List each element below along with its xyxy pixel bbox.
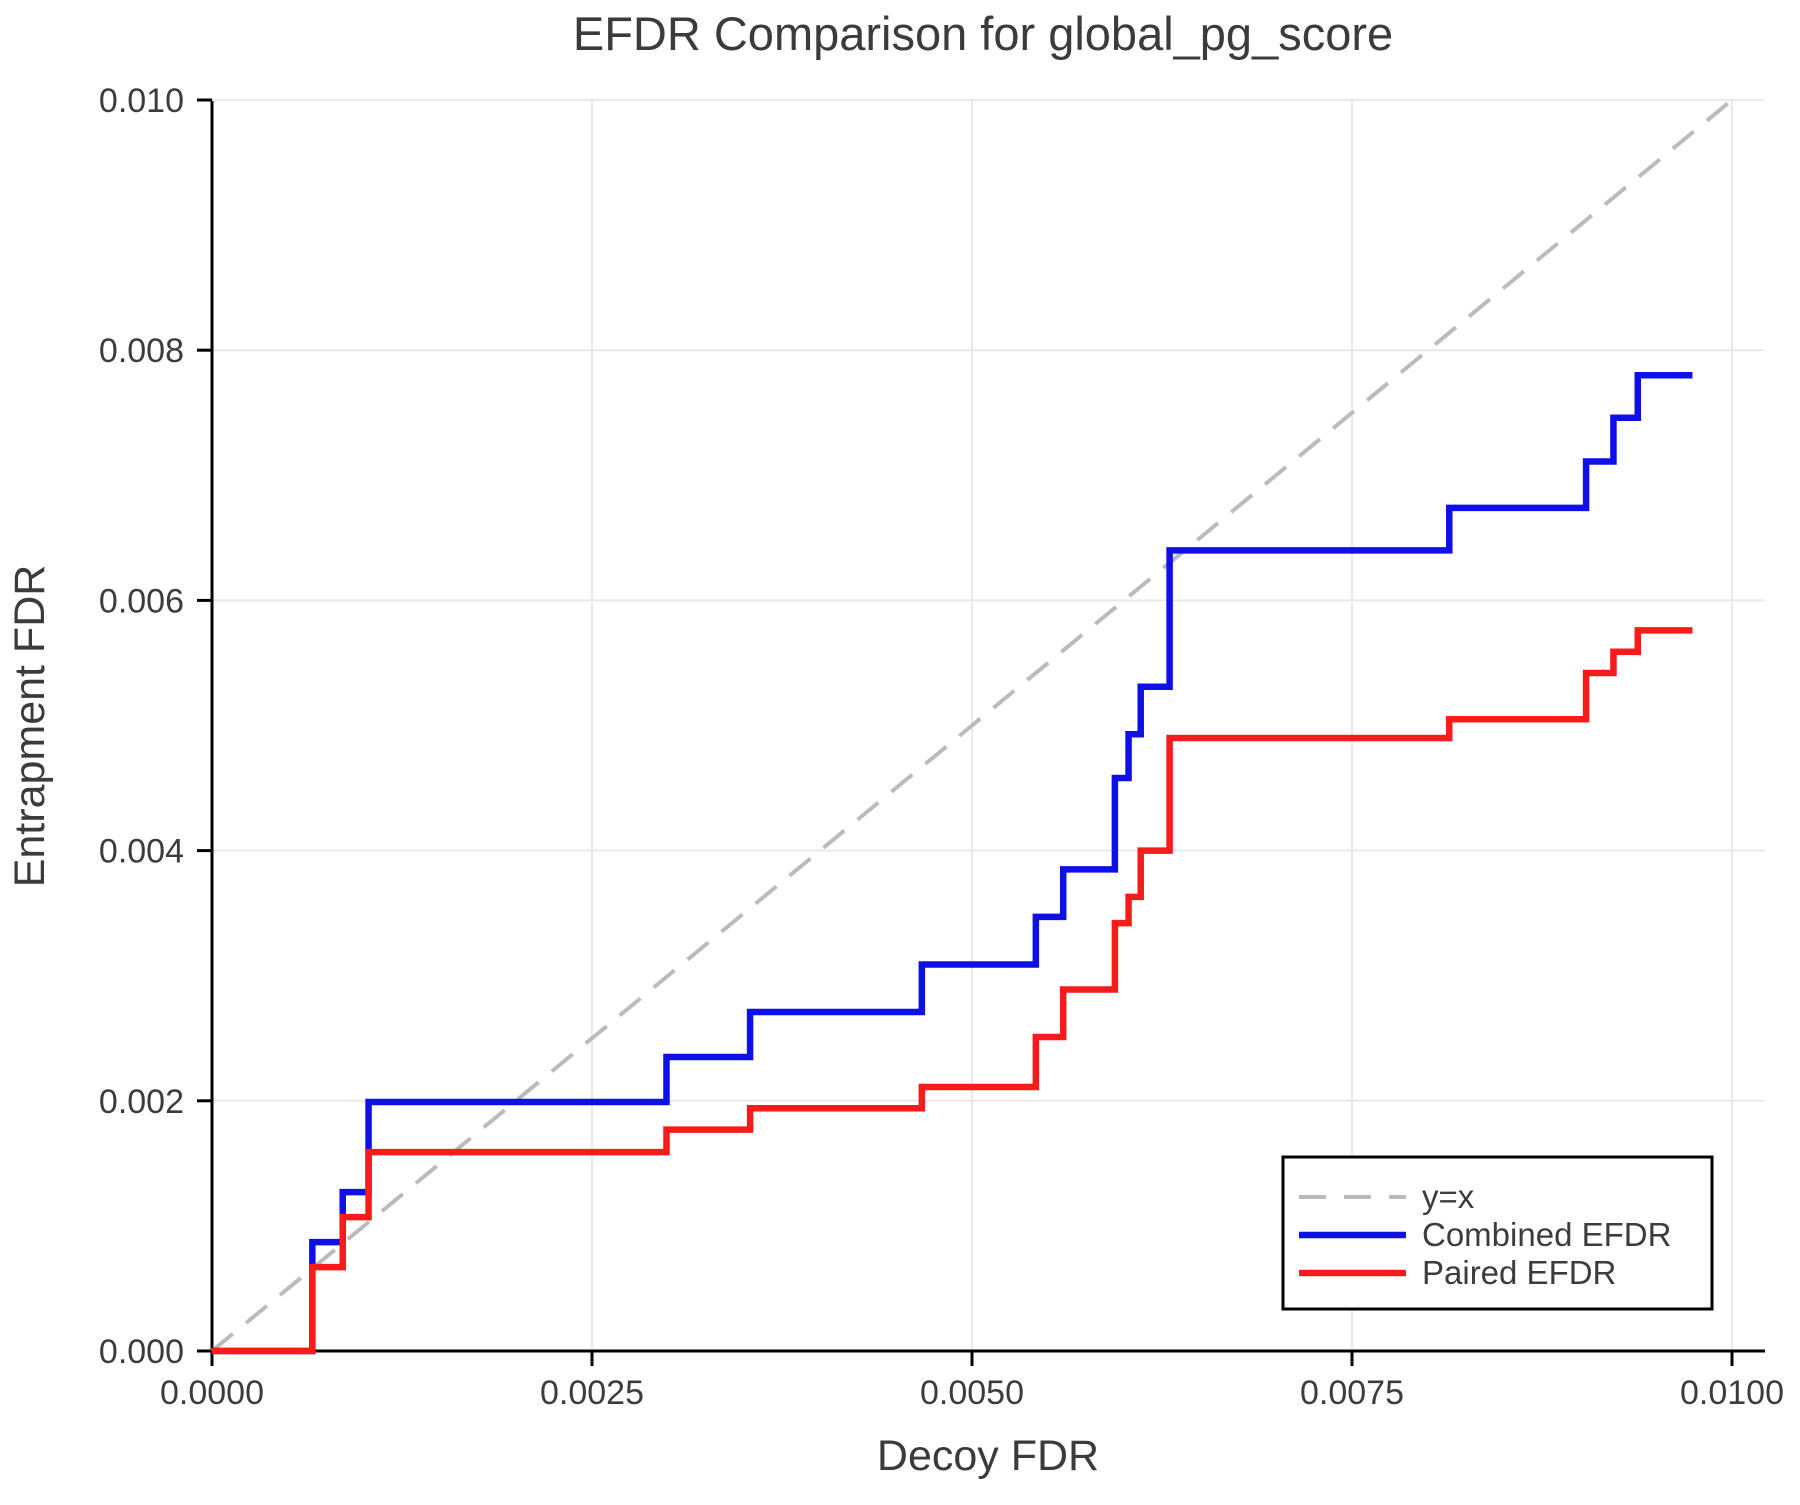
series-line-paired-efdr xyxy=(212,627,1693,1355)
x-tick-label: 0.0050 xyxy=(920,1374,1024,1412)
series-lines xyxy=(212,371,1693,1355)
legend-entry-label: y=x xyxy=(1422,1178,1475,1215)
x-tick-labels: 0.0000 0.0025 0.0050 0.0075 0.0100 xyxy=(160,1374,1784,1412)
x-tick-label: 0.0000 xyxy=(160,1374,264,1412)
x-tick-label: 0.0100 xyxy=(1680,1374,1784,1412)
y-tick-label: 0.006 xyxy=(99,582,184,620)
axes-spines xyxy=(210,101,1765,1353)
x-tick-label: 0.0025 xyxy=(540,1374,644,1412)
y-equals-x-line xyxy=(210,98,1734,1353)
series-line-combined-efdr xyxy=(212,371,1693,1355)
y-tick-label: 0.008 xyxy=(99,332,184,370)
reference-line-y-equals-x xyxy=(210,98,1734,1353)
y-tick-label: 0.002 xyxy=(99,1083,184,1121)
x-axis-label: Decoy FDR xyxy=(877,1432,1099,1480)
chart-title: EFDR Comparison for global_pg_score xyxy=(573,7,1393,60)
legend-entry-label: Combined EFDR xyxy=(1422,1216,1671,1253)
x-tick-label: 0.0075 xyxy=(1300,1374,1404,1412)
y-tick-label: 0.000 xyxy=(99,1333,184,1371)
y-tick-label: 0.004 xyxy=(99,833,184,871)
legend-entry-label: Paired EFDR xyxy=(1422,1254,1616,1291)
y-axis-label: Entrapment FDR xyxy=(6,565,54,888)
axis-ticks xyxy=(197,98,1734,1366)
y-tick-label: 0.010 xyxy=(99,82,184,120)
y-tick-labels: 0.000 0.002 0.004 0.006 0.008 0.010 xyxy=(99,82,184,1371)
